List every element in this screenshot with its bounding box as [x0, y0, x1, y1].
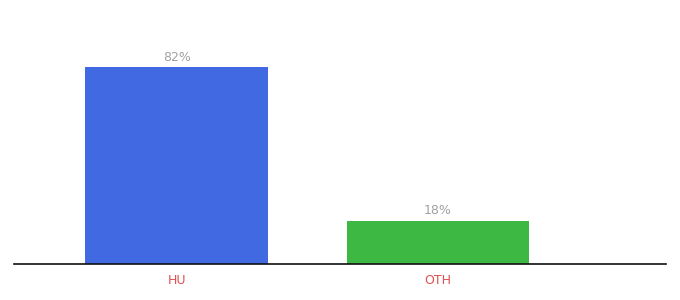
Text: 82%: 82%: [163, 51, 190, 64]
Text: 18%: 18%: [424, 204, 452, 217]
Bar: [347, 221, 529, 264]
Bar: [86, 67, 268, 264]
